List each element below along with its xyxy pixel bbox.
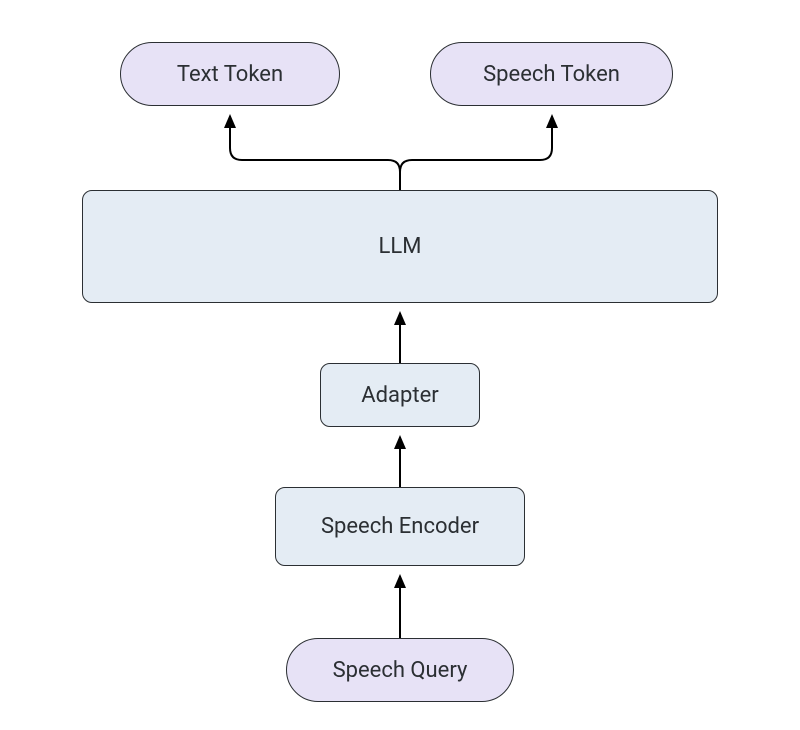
llm-label: LLM — [379, 234, 422, 259]
speech-token-node: Speech Token — [430, 42, 673, 106]
speech-token-label: Speech Token — [483, 62, 620, 87]
edge-llm-to-text_token — [230, 116, 400, 190]
speech-query-node: Speech Query — [286, 638, 514, 702]
adapter-label: Adapter — [361, 383, 438, 408]
speech-query-label: Speech Query — [333, 658, 468, 683]
speech-encoder-label: Speech Encoder — [321, 514, 479, 539]
text-token-label: Text Token — [177, 62, 283, 87]
adapter-node: Adapter — [320, 363, 480, 427]
text-token-node: Text Token — [120, 42, 340, 106]
llm-node: LLM — [82, 190, 718, 303]
edge-llm-to-speech_token — [400, 116, 552, 190]
speech-encoder-node: Speech Encoder — [275, 487, 525, 566]
